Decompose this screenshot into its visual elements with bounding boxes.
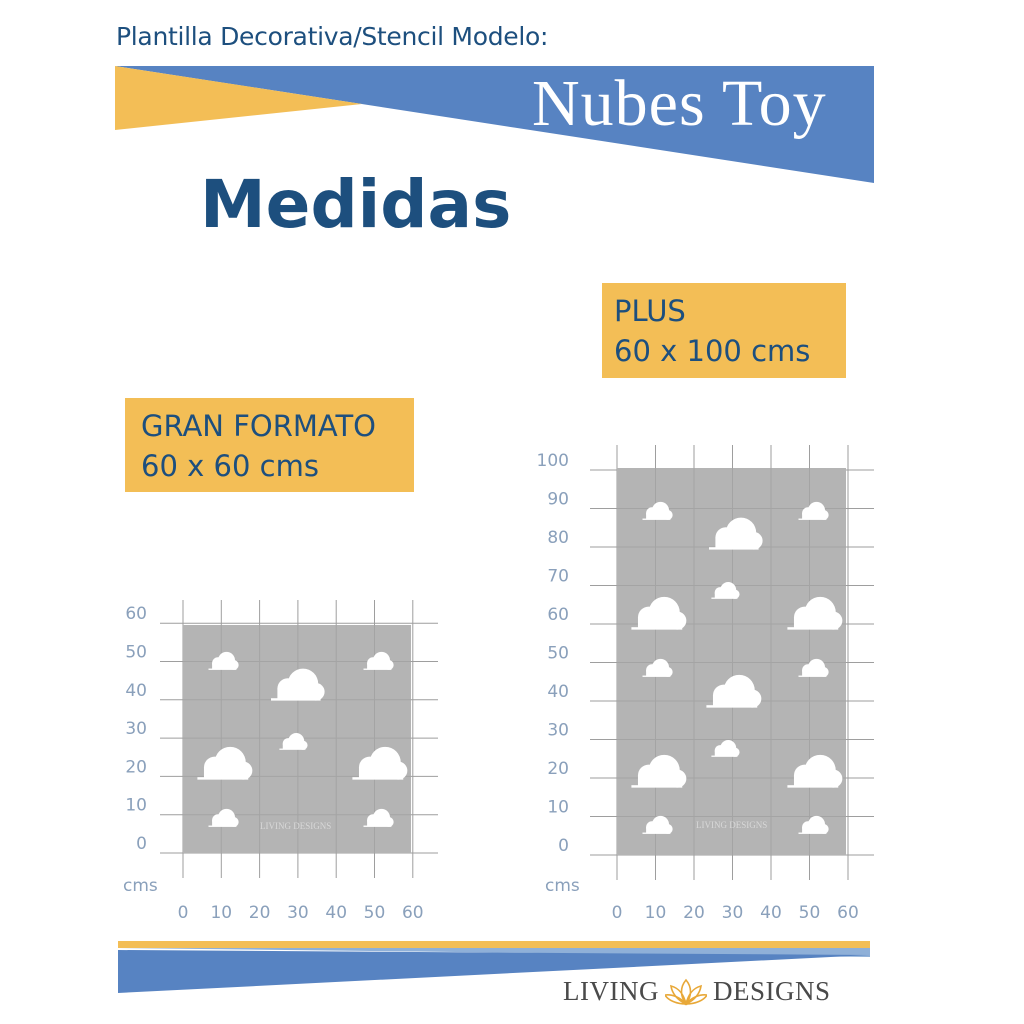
- x-tick-label: 20: [683, 903, 705, 923]
- y-tick-label: 80: [547, 528, 569, 548]
- stencil-watermark: LIVING DESIGNS: [260, 821, 331, 831]
- y-tick-label: 20: [125, 757, 147, 777]
- diagram-gran-formato: LIVING DESIGNS 0 10 20 30 40 50 60 0 10 20 30 40 50 60…: [123, 600, 438, 923]
- x-tick-label: 30: [722, 903, 744, 923]
- x-tick-label: 0: [612, 903, 623, 923]
- size-label-gran-formato: GRAN FORMATO 60 x 60 cms: [125, 398, 414, 492]
- unit-label: cms: [123, 876, 158, 896]
- x-tick-label: 50: [799, 903, 821, 923]
- lotus-icon: [664, 978, 707, 1005]
- x-tick-label: 20: [249, 903, 271, 923]
- x-tick-label: 60: [402, 903, 424, 923]
- y-tick-label: 30: [125, 719, 147, 739]
- y-tick-label: 40: [547, 682, 569, 702]
- x-tick-label: 60: [837, 903, 859, 923]
- y-tick-label: 90: [547, 490, 569, 510]
- y-tick-label: 30: [547, 721, 569, 741]
- x-tick-label: 40: [760, 903, 782, 923]
- x-tick-label: 30: [287, 903, 309, 923]
- x-tick-label: 0: [178, 903, 189, 923]
- model-title: Nubes Toy: [532, 67, 827, 140]
- stencil-watermark: LIVING DESIGNS: [696, 820, 767, 830]
- x-tick-label: 40: [325, 903, 347, 923]
- y-tick-label: 10: [547, 798, 569, 818]
- y-tick-label: 20: [547, 759, 569, 779]
- x-tick-label: 10: [645, 903, 667, 923]
- y-tick-label: 50: [547, 644, 569, 664]
- y-tick-label: 100: [537, 451, 569, 471]
- unit-label: cms: [545, 876, 580, 896]
- diagram-plus: LIVING DESIGNS 0 10 20 30 40 50 60 70 80 90 100 0 10 2…: [537, 445, 874, 923]
- size-dims-gran: 60 x 60 cms: [141, 449, 319, 483]
- size-name-gran: GRAN FORMATO: [141, 409, 377, 443]
- header-banner: [115, 66, 874, 183]
- y-tick-label: 0: [136, 834, 147, 854]
- y-tick-label: 60: [125, 604, 147, 624]
- y-tick-label: 40: [125, 681, 147, 701]
- size-name-plus: PLUS: [614, 294, 686, 328]
- y-tick-label: 50: [125, 643, 147, 663]
- brand-logo: LIVING DESIGNS: [563, 976, 831, 1007]
- brand-logo-left: LIVING: [563, 976, 659, 1006]
- y-tick-label: 10: [125, 796, 147, 816]
- brand-logo-right: DESIGNS: [712, 976, 831, 1006]
- y-tick-label: 0: [558, 836, 569, 856]
- template-subtitle: Plantilla Decorativa/Stencil Modelo:: [116, 22, 549, 51]
- size-dims-plus: 60 x 100 cms: [614, 334, 811, 368]
- y-tick-label: 60: [547, 605, 569, 625]
- x-tick-label: 50: [364, 903, 386, 923]
- y-tick-label: 70: [547, 567, 569, 587]
- x-tick-label: 10: [210, 903, 232, 923]
- size-label-plus: PLUS 60 x 100 cms: [602, 283, 846, 378]
- page-heading: Medidas: [200, 166, 512, 243]
